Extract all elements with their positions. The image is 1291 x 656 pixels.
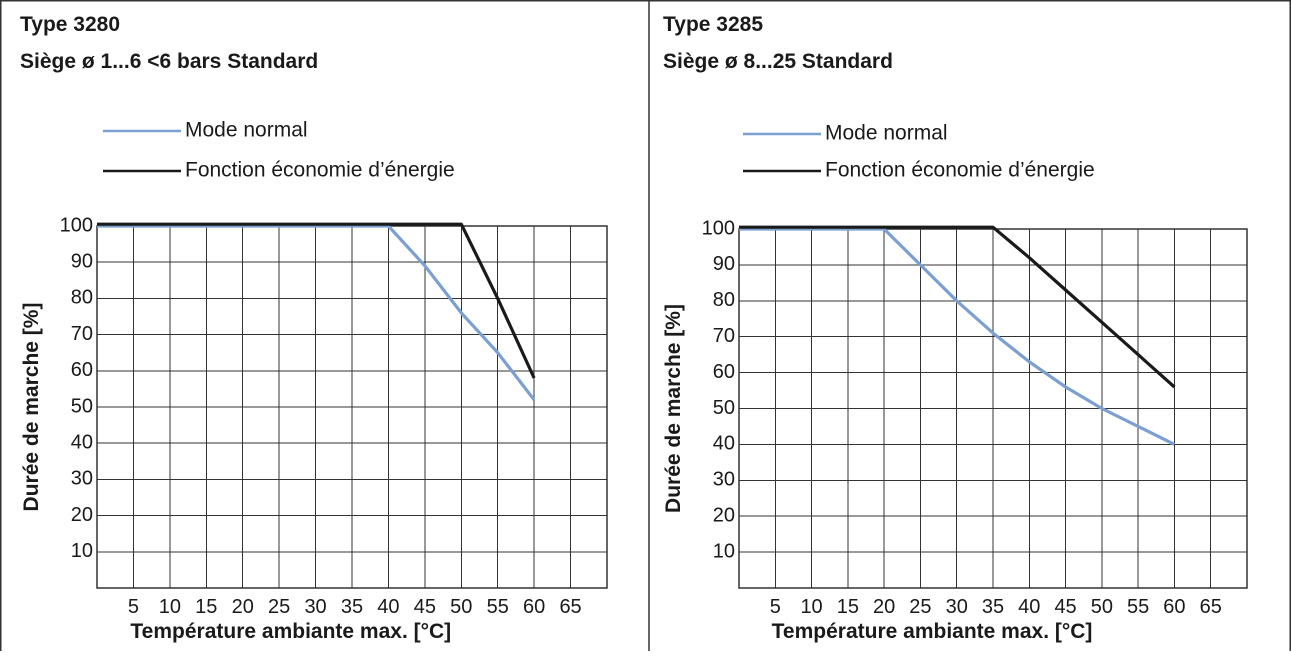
chart-1-xtick-label: 65 — [559, 596, 581, 618]
chart-2: Type 3285 Siège ø 8...25 Standard Mode nor… — [662, 13, 1248, 643]
chart-1-subtitle: Siège ø 1...6 <6 bars Standard — [20, 50, 318, 73]
chart-1-xtick-label: 30 — [304, 596, 326, 618]
chart-1-legend-label-2: Fonction économie d’énergie — [185, 159, 455, 182]
chart-1-xtick-label: 35 — [341, 596, 363, 618]
chart-1-legend-label-1: Mode normal — [185, 119, 308, 142]
chart-1-ytick-label: 90 — [71, 250, 93, 272]
chart-1-xtick-label: 25 — [268, 596, 290, 618]
chart-1-ytick-label: 30 — [71, 468, 93, 490]
chart-2-ytick-label: 20 — [713, 504, 735, 526]
chart-2-ytick-label: 100 — [702, 217, 735, 239]
chart-2-xtick-label: 20 — [873, 596, 895, 618]
chart-2-xtick-label: 40 — [1018, 596, 1040, 618]
chart-2-xtick-label: 50 — [1091, 596, 1113, 618]
chart-2-xtick-label: 10 — [800, 596, 822, 618]
chart-2-xtick-label: 45 — [1054, 596, 1076, 618]
chart-1-xtick-label: 20 — [232, 596, 254, 618]
chart-2-xtick-label: 55 — [1127, 596, 1149, 618]
chart-1-ytick-label: 60 — [71, 359, 93, 381]
chart-1-xtick-label: 60 — [523, 596, 545, 618]
chart-2-ytick-label: 40 — [713, 433, 735, 455]
chart-2-xtick-label: 65 — [1200, 596, 1222, 618]
chart-1-xtick-label: 40 — [377, 596, 399, 618]
chart-1-ytick-label: 70 — [71, 323, 93, 345]
chart-2-series-line-1 — [739, 227, 1176, 446]
chart-1-ytick-label: 40 — [71, 431, 93, 453]
chart-2-legend-label-2: Fonction économie d’énergie — [825, 159, 1095, 182]
chart-2-y-axis-label: Durée de marche [%] — [662, 304, 685, 513]
chart-1-xtick-label: 45 — [414, 596, 436, 618]
chart-2-series-line-2 — [739, 225, 1176, 389]
chart-2-x-axis-label: Température ambiante max. [°C] — [772, 620, 1093, 643]
chart-1-xtick-label: 10 — [159, 596, 181, 618]
chart-2-xtick-label: 30 — [946, 596, 968, 618]
chart-2-ytick-label: 90 — [713, 253, 735, 275]
chart-1-title: Type 3280 — [20, 13, 120, 36]
chart-1-series-line-2 — [97, 222, 536, 379]
chart-1: Type 3280 Siège ø 1...6 <6 bars Standard M… — [20, 13, 608, 643]
chart-2-ytick-label: 70 — [713, 325, 735, 347]
chart-1-ytick-label: 100 — [60, 214, 93, 236]
chart-2-xtick-label: 35 — [982, 596, 1004, 618]
chart-2-ytick-label: 30 — [713, 469, 735, 491]
chart-1-ytick-label: 20 — [71, 504, 93, 526]
chart-2-subtitle: Siège ø 8...25 Standard — [663, 50, 893, 73]
chart-2-xtick-label: 5 — [770, 596, 781, 618]
chart-1-ytick-label: 10 — [71, 540, 93, 562]
chart-1-ytick-label: 80 — [71, 287, 93, 309]
chart-1-xtick-label: 15 — [195, 596, 217, 618]
chart-1-xtick-label: 55 — [487, 596, 509, 618]
chart-2-ytick-label: 60 — [713, 361, 735, 383]
chart-1-xtick-label: 50 — [450, 596, 472, 618]
chart-2-ytick-label: 80 — [713, 289, 735, 311]
chart-1-series-line-1 — [97, 224, 536, 401]
chart-1-xtick-label: 5 — [128, 596, 139, 618]
chart-2-legend-label-1: Mode normal — [825, 122, 948, 145]
chart-2-ytick-label: 50 — [713, 397, 735, 419]
chart-1-x-axis-label: Température ambiante max. [°C] — [130, 620, 451, 643]
chart-2-xtick-label: 60 — [1163, 596, 1185, 618]
chart-2-ytick-label: 10 — [713, 540, 735, 562]
chart-2-xtick-label: 15 — [837, 596, 859, 618]
chart-1-y-axis-label: Durée de marche [%] — [20, 303, 43, 512]
chart-2-xtick-label: 25 — [909, 596, 931, 618]
chart-2-title: Type 3285 — [663, 13, 763, 36]
chart-1-ytick-label: 50 — [71, 395, 93, 417]
